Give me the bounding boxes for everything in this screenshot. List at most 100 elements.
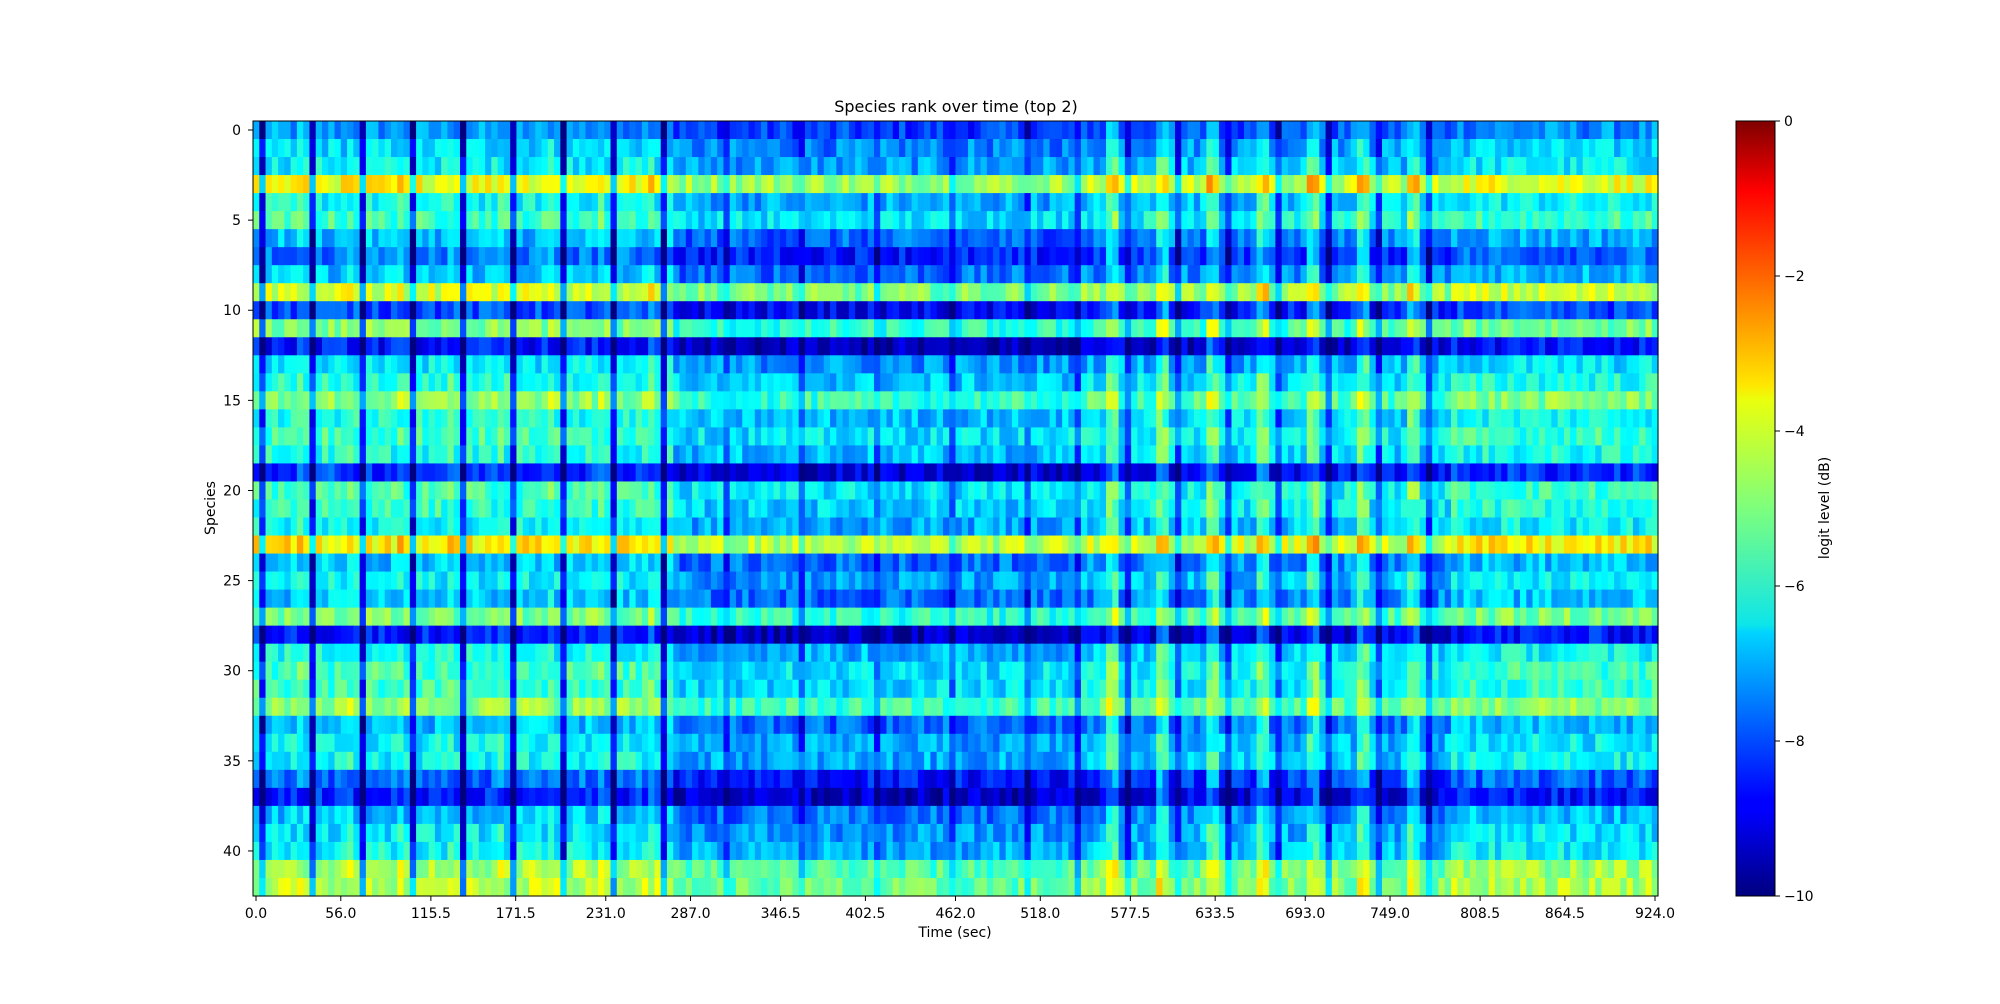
- heatmap-cell: [296, 265, 304, 284]
- heatmap-cell: [378, 211, 386, 230]
- heatmap-cell: [804, 337, 812, 356]
- heatmap-cell: [710, 373, 718, 392]
- heatmap-cell: [773, 427, 781, 447]
- heatmap-cell: [472, 355, 480, 374]
- heatmap-cell: [591, 229, 599, 248]
- heatmap-cell: [899, 445, 906, 465]
- heatmap-cell: [930, 301, 938, 320]
- heatmap-cell: [1476, 373, 1483, 392]
- heatmap-cell: [340, 301, 348, 320]
- heatmap-cell: [265, 463, 273, 483]
- heatmap-cell: [773, 175, 781, 194]
- heatmap-cell: [1570, 265, 1578, 284]
- heatmap-cell: [936, 157, 944, 176]
- heatmap-cell: [1212, 157, 1220, 176]
- heatmap-cell: [867, 121, 875, 140]
- heatmap-cell: [334, 355, 342, 374]
- heatmap-cell: [1200, 409, 1207, 428]
- heatmap-cell: [986, 337, 994, 356]
- heatmap-cell: [1181, 157, 1189, 176]
- heatmap-cell: [510, 139, 518, 158]
- heatmap-cell: [604, 445, 612, 465]
- heatmap-cell: [993, 463, 1000, 483]
- heatmap-cell: [1049, 229, 1057, 248]
- heatmap-cell: [378, 517, 386, 537]
- heatmap-cell: [729, 283, 737, 302]
- heatmap-cell: [353, 175, 361, 194]
- heatmap-cell: [478, 355, 486, 374]
- heatmap-cell: [491, 211, 499, 230]
- heatmap-cell: [767, 373, 775, 392]
- heatmap-cell: [1632, 265, 1640, 284]
- heatmap-cell: [961, 193, 969, 212]
- heatmap-cell: [1639, 283, 1647, 302]
- heatmap-cell: [271, 481, 279, 501]
- heatmap-cell: [1356, 337, 1364, 356]
- heatmap-cell: [1080, 373, 1088, 392]
- heatmap-cell: [899, 211, 906, 230]
- heatmap-cell: [1131, 265, 1138, 284]
- heatmap-cell: [692, 175, 699, 194]
- heatmap-cell: [1124, 193, 1132, 212]
- heatmap-cell: [1011, 211, 1019, 230]
- heatmap-cell: [1018, 193, 1026, 212]
- heatmap-cell: [1093, 175, 1101, 194]
- heatmap-cell: [1545, 319, 1552, 338]
- heatmap-cell: [986, 265, 994, 284]
- heatmap-cell: [980, 229, 988, 248]
- heatmap-cell: [629, 427, 637, 447]
- heatmap-cell: [873, 193, 881, 212]
- heatmap-cell: [673, 139, 681, 158]
- heatmap-cell: [1413, 391, 1421, 410]
- heatmap-cell: [1626, 319, 1634, 338]
- heatmap-cell: [541, 121, 549, 140]
- heatmap-cell: [503, 337, 511, 356]
- heatmap-cell: [572, 445, 580, 465]
- heatmap-cell: [936, 175, 944, 194]
- heatmap-cell: [1275, 499, 1283, 519]
- heatmap-cell: [955, 229, 963, 248]
- heatmap-cell: [1444, 481, 1452, 501]
- heatmap-cell: [917, 499, 925, 519]
- heatmap-cell: [1457, 427, 1465, 447]
- heatmap-cell: [1476, 229, 1483, 248]
- heatmap-cell: [1149, 175, 1157, 194]
- heatmap-cell: [253, 229, 260, 248]
- heatmap-cell: [372, 373, 380, 392]
- heatmap-cell: [648, 139, 656, 158]
- heatmap-cell: [447, 409, 455, 428]
- heatmap-cell: [999, 139, 1007, 158]
- heatmap-cell: [610, 337, 618, 356]
- heatmap-cell: [1457, 139, 1465, 158]
- heatmap-cell: [754, 481, 762, 501]
- heatmap-cell: [767, 409, 775, 428]
- heatmap-cell: [284, 139, 292, 158]
- heatmap-cell: [1532, 373, 1540, 392]
- heatmap-cell: [1250, 229, 1258, 248]
- heatmap-cell: [986, 355, 994, 374]
- heatmap-cell: [453, 319, 461, 338]
- heatmap-cell: [1394, 175, 1402, 194]
- heatmap-cell: [516, 301, 524, 320]
- heatmap-cell: [403, 139, 411, 158]
- heatmap-cell: [1388, 157, 1396, 176]
- heatmap-cell: [1200, 481, 1207, 501]
- heatmap-cell: [1463, 373, 1471, 392]
- heatmap-cell: [1275, 319, 1283, 338]
- heatmap-cell: [1557, 175, 1565, 194]
- heatmap-cell: [792, 499, 800, 519]
- heatmap-cell: [717, 463, 725, 483]
- heatmap-cell: [1294, 247, 1302, 266]
- heatmap-cell: [1476, 139, 1483, 158]
- heatmap-cell: [635, 391, 643, 410]
- heatmap-cell: [378, 319, 386, 338]
- heatmap-cell: [942, 427, 950, 447]
- heatmap-cell: [1526, 373, 1534, 392]
- heatmap-cell: [817, 391, 825, 410]
- heatmap-cell: [434, 409, 442, 428]
- heatmap-cell: [635, 265, 643, 284]
- heatmap-cell: [1463, 391, 1471, 410]
- heatmap-cell: [1269, 247, 1276, 266]
- heatmap-cell: [1112, 355, 1120, 374]
